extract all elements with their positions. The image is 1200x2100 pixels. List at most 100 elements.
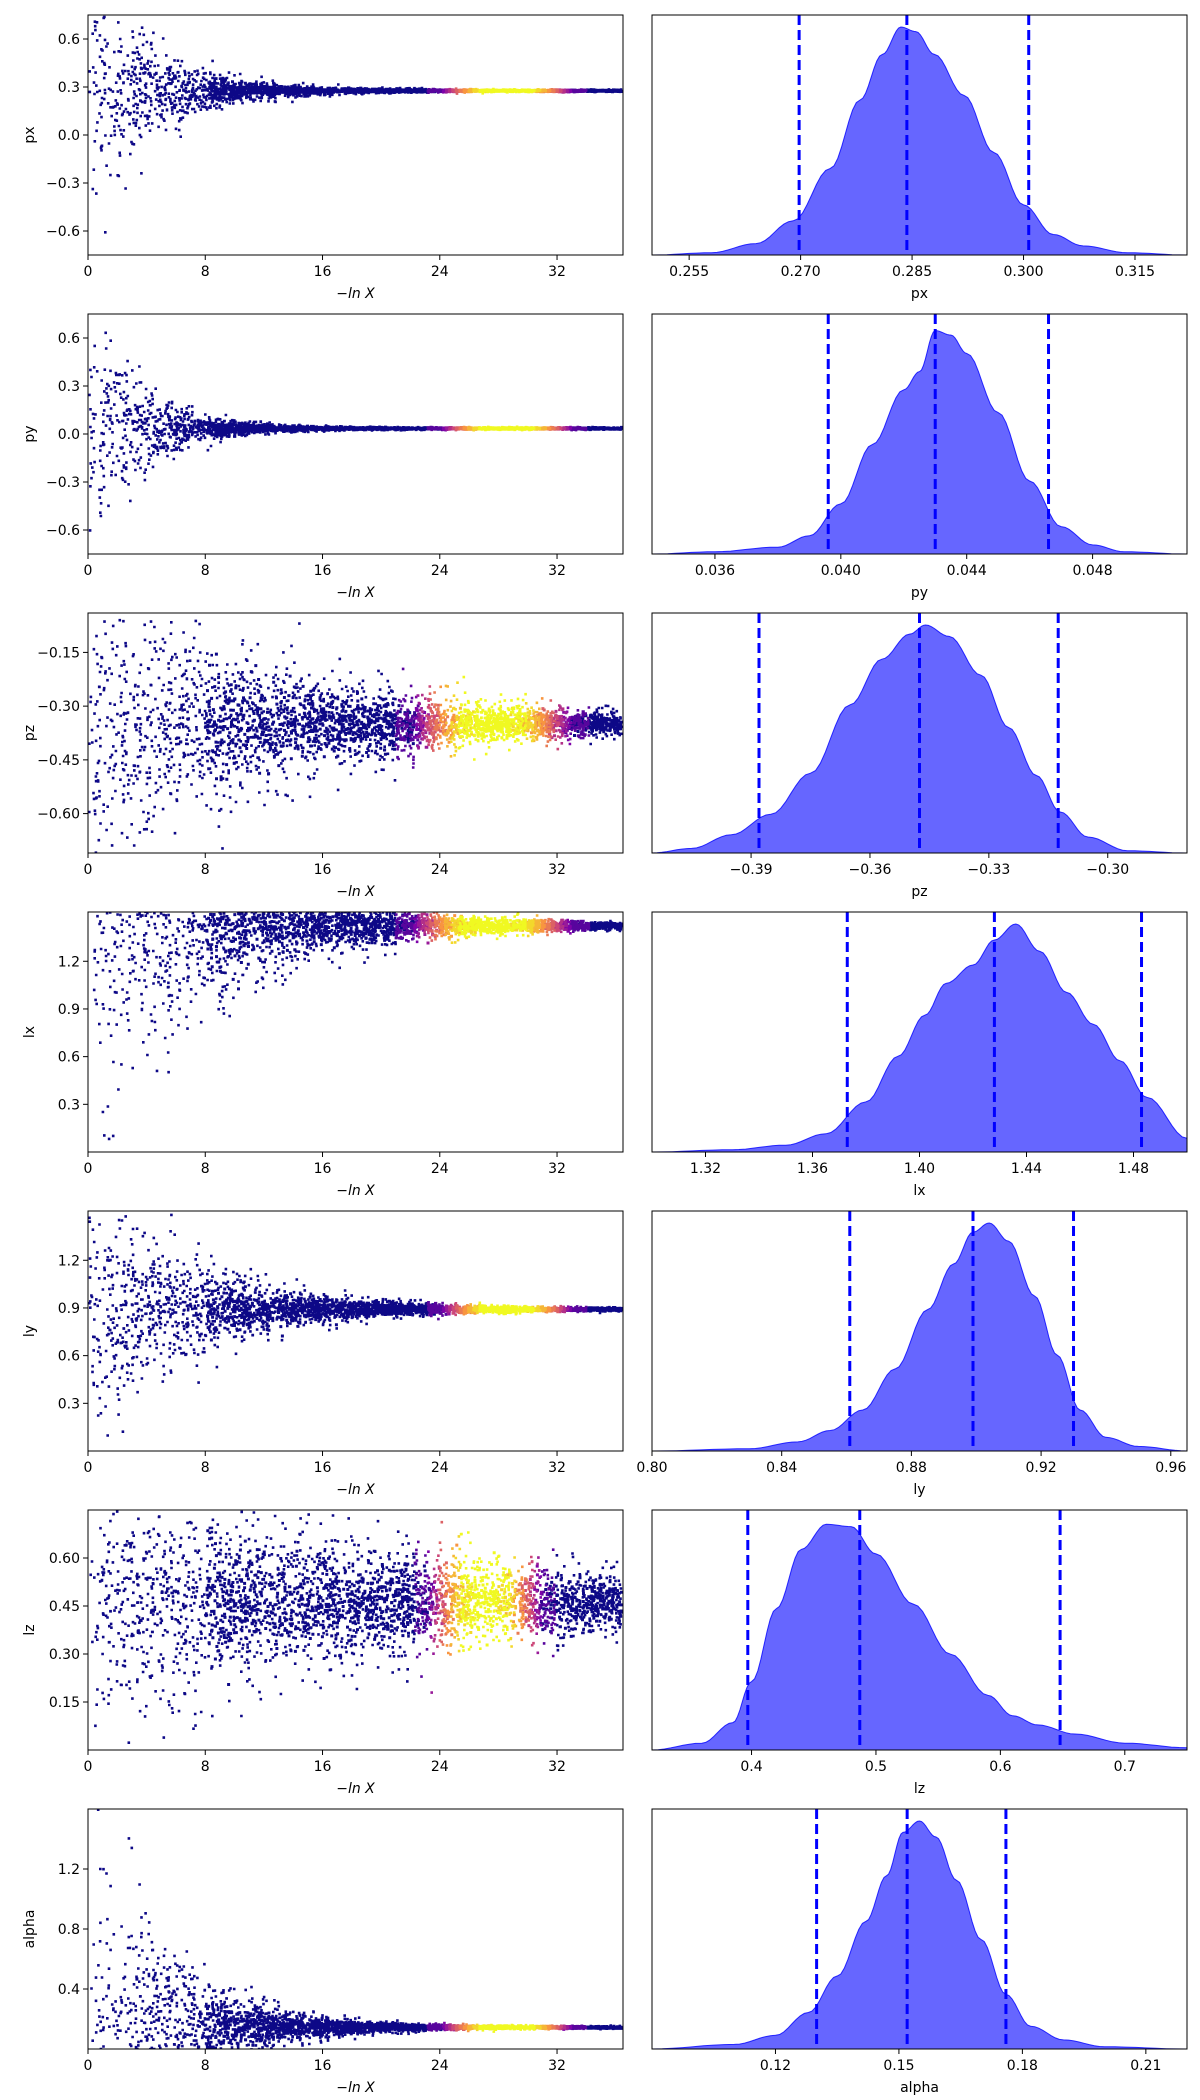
posterior-panel-ly: 0.80 0.84 0.88 0.92 0.96 ly bbox=[636, 1210, 1188, 1498]
x-tick-label: 0.285 bbox=[892, 264, 932, 280]
x-tick-label: 0.036 bbox=[695, 563, 735, 579]
x-tick-label: 0.6 bbox=[989, 1759, 1011, 1775]
x-tick-label: −0.39 bbox=[730, 862, 773, 878]
scatter-point-group bbox=[89, 1510, 623, 1744]
scatter-point-group bbox=[438, 685, 547, 745]
x-tick-label: 1.36 bbox=[797, 1161, 828, 1177]
x-tick-label: 24 bbox=[431, 1759, 449, 1775]
y-tick-label: 0.8 bbox=[58, 1922, 80, 1938]
axes-frame-posterior-lz bbox=[651, 1509, 1188, 1751]
x-tick-label: −0.30 bbox=[1086, 862, 1129, 878]
scatter-points-pz bbox=[88, 618, 623, 853]
x-axis-label: −ln X bbox=[336, 286, 375, 302]
x-tick-label: 16 bbox=[314, 1161, 332, 1177]
axes-frame-posterior-pz bbox=[651, 612, 1188, 854]
y-tick-label: 0.6 bbox=[58, 1349, 80, 1365]
x-tick-label: 0 bbox=[84, 862, 93, 878]
x-axis-label: px bbox=[911, 286, 928, 302]
x-tick-label: 8 bbox=[201, 1161, 210, 1177]
y-tick-label: −0.45 bbox=[37, 753, 80, 769]
scatter-point-group bbox=[394, 912, 591, 943]
kde-density-py bbox=[652, 330, 1187, 554]
scatter-point-group bbox=[90, 1809, 623, 2049]
y-axis-label: pz bbox=[22, 725, 38, 741]
trace-panel-pz: 0 8 16 24 32 −0.60 −0.45 −0.30 −0.15 pz −ln X bbox=[22, 612, 624, 900]
x-axis-label: py bbox=[911, 585, 928, 601]
x-axis-label: ly bbox=[913, 1482, 925, 1498]
y-axis-label: lx bbox=[22, 1026, 38, 1038]
x-tick-label: 16 bbox=[314, 2058, 332, 2074]
scatter-point-group bbox=[478, 2023, 536, 2033]
posterior-panel-alpha: 0.12 0.15 0.18 0.21 alpha bbox=[651, 1808, 1188, 2096]
posterior-panel-lz: 0.4 0.5 0.6 0.7 lz bbox=[651, 1509, 1188, 1797]
x-tick-label: 24 bbox=[431, 862, 449, 878]
x-axis-label: pz bbox=[911, 884, 927, 900]
y-tick-label: −0.30 bbox=[37, 699, 80, 715]
scatter-points-py bbox=[88, 331, 623, 532]
kde-density-px bbox=[652, 26, 1187, 255]
y-tick-label: 0.3 bbox=[58, 1097, 80, 1113]
x-tick-label: 16 bbox=[314, 862, 332, 878]
posterior-panel-px: 0.255 0.270 0.285 0.300 0.315 px bbox=[651, 14, 1188, 302]
y-axis-label: alpha bbox=[22, 1910, 38, 1949]
y-tick-label: 0.4 bbox=[58, 1982, 80, 1998]
x-tick-label: 24 bbox=[431, 1460, 449, 1476]
y-tick-label: 0.6 bbox=[58, 32, 80, 48]
x-tick-label: 0.18 bbox=[1007, 2058, 1038, 2074]
x-tick-label: 0.044 bbox=[947, 563, 987, 579]
x-tick-label: 24 bbox=[431, 2058, 449, 2074]
scatter-point-group bbox=[88, 15, 623, 234]
scatter-point-group bbox=[426, 1301, 588, 1321]
y-tick-label: 0.0 bbox=[58, 128, 80, 144]
x-tick-label: 1.44 bbox=[1011, 1161, 1042, 1177]
x-tick-label: 32 bbox=[548, 862, 566, 878]
x-axis-label: −ln X bbox=[336, 884, 375, 900]
y-axis-label: px bbox=[22, 126, 38, 143]
x-tick-label: 0 bbox=[84, 1161, 93, 1177]
x-tick-label: −0.36 bbox=[849, 862, 892, 878]
y-tick-label: 0.6 bbox=[58, 331, 80, 347]
y-tick-label: 0.9 bbox=[58, 1002, 80, 1018]
x-tick-label: 24 bbox=[431, 563, 449, 579]
x-tick-label: 0 bbox=[84, 563, 93, 579]
scatter-point-group bbox=[478, 87, 536, 95]
y-tick-label: −0.60 bbox=[37, 807, 80, 823]
x-tick-label: 0 bbox=[84, 264, 93, 280]
axes-frame-posterior-py bbox=[651, 313, 1188, 555]
trace-panel-px: 0 8 16 24 32 −0.6 −0.3 0.0 0.3 0.6 px −ln X bbox=[22, 14, 624, 302]
x-tick-label: 8 bbox=[201, 2058, 210, 2074]
x-tick-label: 16 bbox=[314, 1460, 332, 1476]
y-tick-label: −0.15 bbox=[37, 645, 80, 661]
x-tick-label: 24 bbox=[431, 1161, 449, 1177]
x-tick-label: −0.33 bbox=[967, 862, 1010, 878]
x-tick-label: 0.96 bbox=[1155, 1460, 1186, 1476]
x-tick-label: 32 bbox=[548, 563, 566, 579]
y-tick-label: 0.3 bbox=[58, 379, 80, 395]
scatter-point-group bbox=[457, 675, 528, 761]
x-axis-label: lz bbox=[914, 1781, 925, 1797]
scatter-points-lx bbox=[92, 912, 623, 1141]
x-tick-label: 0.84 bbox=[766, 1460, 797, 1476]
scatter-points-alpha bbox=[90, 1809, 623, 2049]
x-tick-label: 0.4 bbox=[740, 1759, 762, 1775]
x-tick-label: 1.32 bbox=[690, 1161, 721, 1177]
scatter-points-ly bbox=[88, 1213, 623, 1437]
kde-density-ly bbox=[652, 1222, 1187, 1451]
x-tick-label: 0.7 bbox=[1114, 1759, 1136, 1775]
x-tick-label: 16 bbox=[314, 264, 332, 280]
x-tick-label: 0.040 bbox=[821, 563, 861, 579]
trace-panel-alpha: 0 8 16 24 32 0.4 0.8 1.2 alpha −ln X bbox=[22, 1808, 624, 2096]
x-tick-label: 16 bbox=[314, 563, 332, 579]
y-tick-label: 0.30 bbox=[49, 1647, 80, 1663]
kde-density-alpha bbox=[652, 1820, 1187, 2049]
x-tick-label: 0.270 bbox=[781, 264, 821, 280]
x-tick-label: 0.048 bbox=[1073, 563, 1113, 579]
x-tick-label: 0.5 bbox=[865, 1759, 887, 1775]
scatter-point-group bbox=[457, 912, 528, 941]
kde-density-lx bbox=[652, 923, 1187, 1152]
scatter-point-group bbox=[394, 667, 591, 769]
scatter-point-group bbox=[459, 1531, 511, 1652]
x-tick-label: 0 bbox=[84, 1759, 93, 1775]
y-tick-label: 0.3 bbox=[58, 80, 80, 96]
y-tick-label: 1.2 bbox=[58, 1862, 80, 1878]
